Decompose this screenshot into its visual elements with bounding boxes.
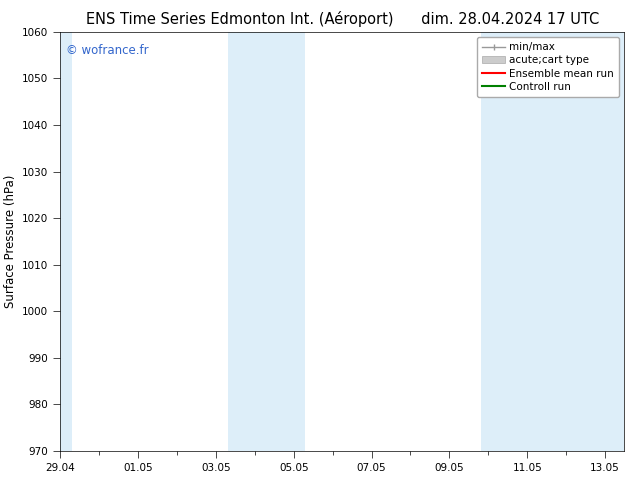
- Bar: [228, 32, 306, 451]
- Title: ENS Time Series Edmonton Int. (Aéroport)      dim. 28.04.2024 17 UTC: ENS Time Series Edmonton Int. (Aéroport)…: [86, 10, 599, 26]
- Legend: min/max, acute;cart type, Ensemble mean run, Controll run: min/max, acute;cart type, Ensemble mean …: [477, 37, 619, 97]
- Y-axis label: Surface Pressure (hPa): Surface Pressure (hPa): [4, 174, 16, 308]
- Text: © wofrance.fr: © wofrance.fr: [66, 45, 148, 57]
- Bar: [481, 32, 624, 451]
- Bar: [60, 32, 72, 451]
